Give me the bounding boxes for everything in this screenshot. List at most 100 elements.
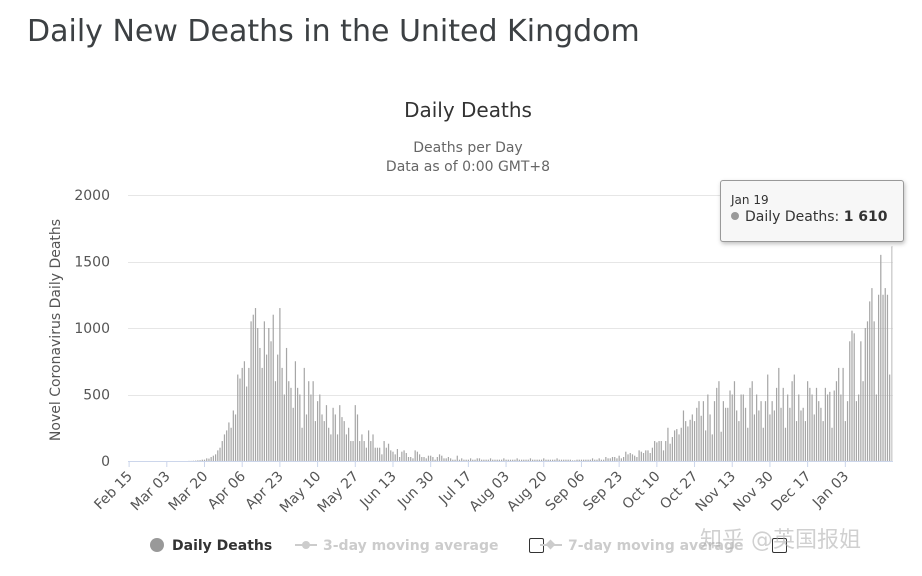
bar[interactable]	[352, 441, 354, 461]
bar[interactable]	[461, 458, 463, 461]
bar[interactable]	[421, 457, 423, 461]
bar[interactable]	[219, 447, 221, 461]
bar[interactable]	[381, 454, 383, 461]
bar[interactable]	[589, 459, 591, 461]
bar[interactable]	[784, 427, 787, 461]
bar[interactable]	[642, 453, 645, 461]
bar[interactable]	[361, 434, 363, 461]
bar[interactable]	[552, 459, 554, 461]
bar[interactable]	[634, 455, 636, 461]
bar[interactable]	[334, 414, 336, 461]
bar[interactable]	[591, 458, 594, 461]
bar[interactable]	[447, 457, 450, 461]
bar[interactable]	[775, 387, 778, 461]
bar[interactable]	[569, 459, 571, 461]
bar[interactable]	[536, 459, 538, 461]
bar[interactable]	[367, 430, 370, 461]
bar[interactable]	[214, 454, 217, 461]
bar[interactable]	[811, 394, 813, 462]
bar[interactable]	[246, 386, 248, 461]
bar[interactable]	[199, 460, 201, 461]
bar[interactable]	[472, 459, 474, 461]
bar[interactable]	[689, 419, 691, 461]
bar[interactable]	[862, 381, 864, 461]
bar[interactable]	[798, 394, 800, 462]
bar[interactable]	[627, 454, 629, 461]
bar[interactable]	[438, 454, 441, 461]
bar[interactable]	[753, 414, 756, 461]
bar[interactable]	[543, 458, 545, 461]
bar[interactable]	[414, 450, 416, 461]
bar[interactable]	[782, 387, 784, 461]
bar[interactable]	[454, 459, 456, 461]
bar[interactable]	[802, 407, 804, 461]
bar[interactable]	[622, 457, 625, 461]
bar[interactable]	[829, 391, 831, 461]
bar[interactable]	[833, 390, 835, 461]
bar[interactable]	[538, 459, 540, 461]
bar[interactable]	[527, 459, 529, 461]
bar[interactable]	[698, 401, 700, 461]
bar[interactable]	[339, 405, 341, 461]
bar[interactable]	[705, 430, 707, 461]
bar[interactable]	[206, 458, 208, 461]
bar[interactable]	[416, 451, 418, 461]
bar[interactable]	[844, 421, 846, 461]
bar[interactable]	[518, 459, 520, 461]
bar[interactable]	[671, 437, 673, 461]
bar[interactable]	[363, 441, 365, 461]
bar[interactable]	[882, 294, 884, 461]
bar[interactable]	[348, 427, 350, 461]
bar[interactable]	[547, 459, 549, 461]
bar[interactable]	[556, 458, 558, 461]
bar[interactable]	[678, 434, 680, 461]
bar[interactable]	[603, 459, 605, 461]
bar[interactable]	[507, 459, 509, 461]
bar[interactable]	[392, 451, 394, 461]
bar[interactable]	[884, 288, 886, 461]
bar[interactable]	[294, 361, 297, 461]
bar[interactable]	[261, 367, 263, 461]
bar[interactable]	[405, 453, 407, 461]
bar[interactable]	[341, 417, 343, 461]
bar[interactable]	[574, 460, 576, 461]
bar[interactable]	[696, 407, 698, 461]
bar[interactable]	[310, 394, 312, 462]
bar[interactable]	[481, 459, 483, 461]
bar[interactable]	[787, 394, 789, 462]
bar[interactable]	[292, 407, 294, 461]
bar[interactable]	[789, 407, 791, 461]
bar[interactable]	[838, 367, 840, 461]
bar[interactable]	[279, 308, 281, 461]
bar[interactable]	[587, 459, 589, 461]
bar[interactable]	[228, 422, 230, 461]
bar[interactable]	[813, 414, 815, 461]
bar[interactable]	[636, 457, 638, 461]
bar[interactable]	[549, 459, 552, 461]
bar[interactable]	[496, 459, 498, 461]
bar[interactable]	[312, 381, 314, 461]
bar[interactable]	[724, 407, 727, 461]
bar[interactable]	[390, 450, 392, 461]
bar[interactable]	[665, 441, 667, 461]
bar[interactable]	[232, 410, 234, 461]
bar[interactable]	[418, 454, 421, 461]
bar[interactable]	[631, 454, 634, 461]
bar[interactable]	[212, 455, 214, 461]
bar[interactable]	[860, 341, 862, 461]
bar[interactable]	[567, 459, 569, 461]
bar[interactable]	[824, 387, 826, 461]
bar[interactable]	[445, 458, 447, 461]
bar[interactable]	[268, 328, 270, 461]
bar[interactable]	[399, 457, 401, 461]
bar[interactable]	[758, 410, 760, 461]
bar[interactable]	[716, 387, 718, 461]
bar[interactable]	[505, 459, 507, 461]
bar[interactable]	[403, 450, 405, 461]
bar[interactable]	[350, 441, 352, 461]
bar[interactable]	[831, 427, 833, 461]
bar[interactable]	[583, 459, 585, 461]
bar[interactable]	[749, 387, 751, 461]
bar[interactable]	[873, 321, 875, 461]
bar[interactable]	[274, 381, 277, 461]
